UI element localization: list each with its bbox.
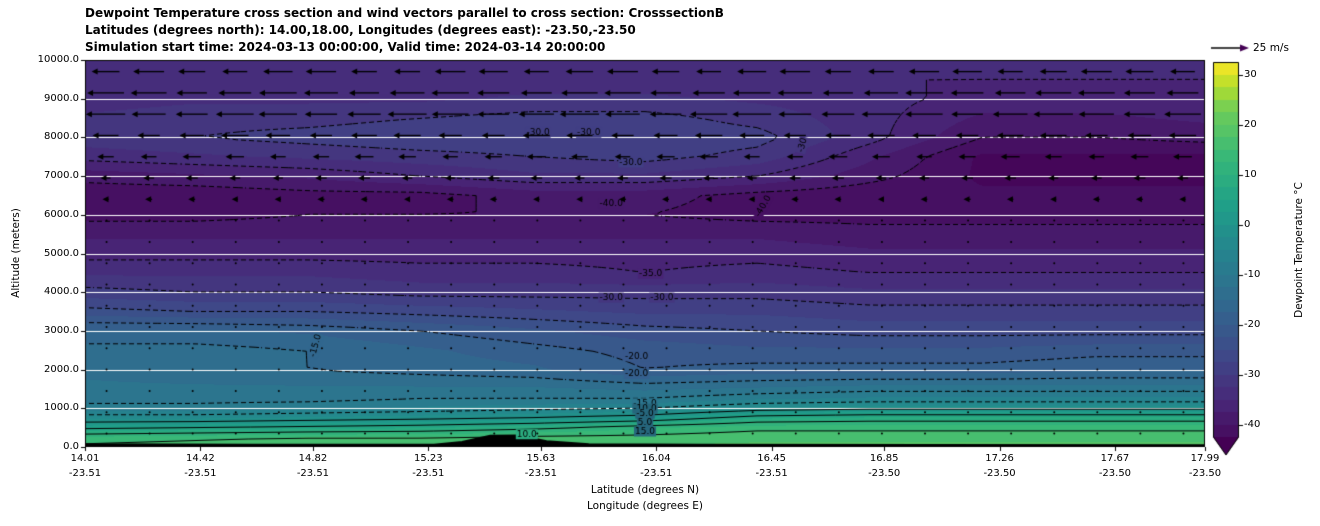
y-tick-label: 10000.0 <box>37 54 79 65</box>
y-tick-label: 9000.0 <box>44 92 79 104</box>
x-tick-label: 14.01 -23.51 <box>68 453 102 479</box>
x-tick-label: 17.67 -23.50 <box>1098 453 1132 479</box>
x-tick-label: 15.63 -23.51 <box>524 453 557 479</box>
colorbar-tick-label: 0 <box>1244 218 1251 230</box>
colorbar-label: Dewpoint Temperature °C <box>1293 182 1305 318</box>
colorbar-tick-label: 20 <box>1244 118 1257 130</box>
y-tick-label: 3000.0 <box>44 324 79 336</box>
x-tick-label: 16.04 -23.51 <box>640 453 673 479</box>
y-tick-label: 4000.0 <box>44 286 79 298</box>
x-tick-label: 16.85 -23.50 <box>868 453 901 479</box>
colorbar-tick-label: 10 <box>1244 168 1257 180</box>
y-tick-label: 2000.0 <box>44 363 79 375</box>
x-tick-label: 14.42 -23.51 <box>184 453 217 479</box>
x-tick-label: 17.99 -23.50 <box>1188 453 1222 479</box>
colorbar-tick-label: 30 <box>1244 68 1257 80</box>
x-tick-label: 14.82 -23.51 <box>296 453 330 479</box>
title-line-1: Dewpoint Temperature cross section and w… <box>85 6 724 20</box>
y-tick-label: 8000.0 <box>44 131 79 143</box>
y-tick-label: 6000.0 <box>44 208 79 220</box>
colorbar-tick-label: -20 <box>1244 318 1261 330</box>
colorbar-tick-label: -10 <box>1244 268 1261 280</box>
y-tick-label: 7000.0 <box>44 170 79 182</box>
title-line-2: Latitudes (degrees north): 14.00,18.00, … <box>85 23 636 37</box>
chart-title: Dewpoint Temperature cross section and w… <box>85 5 724 56</box>
colorbar-tick-label: -30 <box>1244 368 1261 380</box>
colorbar-tick-label: -40 <box>1244 418 1261 430</box>
y-tick-label: 5000.0 <box>44 247 79 259</box>
y-tick-label: 0.0 <box>63 441 79 452</box>
x-tick-label: 17.26 -23.50 <box>983 453 1016 479</box>
x-axis-label-latitude: Latitude (degrees N) <box>590 484 700 496</box>
y-tick-label: 1000.0 <box>44 402 79 414</box>
x-axis-label-longitude: Longitude (degrees E) <box>587 500 703 512</box>
x-tick-label: 15.23 -23.51 <box>412 453 445 479</box>
x-tick-label: 16.45 -23.51 <box>755 453 788 479</box>
quiver-key-label: 25 m/s <box>1253 42 1289 54</box>
title-line-3: Simulation start time: 2024-03-13 00:00:… <box>85 40 606 54</box>
